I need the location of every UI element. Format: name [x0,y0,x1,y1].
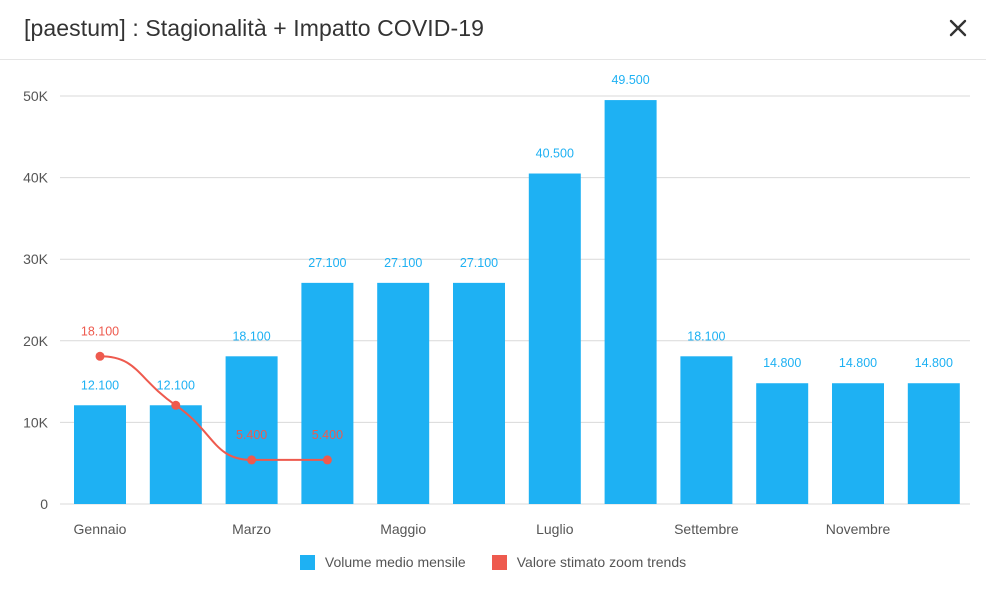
bar-marzo [225,356,278,504]
zoom-trends-point-gennaio [95,351,105,361]
zoom-trends-point-febbraio [171,400,181,410]
x-tick-label: Marzo [232,521,271,537]
x-tick-label: Luglio [536,521,574,537]
bar-luglio [528,173,581,504]
bar-agosto [604,100,657,504]
chart-area: 0 10K 20K 30K 40K 50K 12.100 12.100 18.100 27.100… [0,60,986,596]
bar-value-label: 18.100 [232,329,270,343]
zoom-trends-value-label: 18.100 [81,324,119,338]
bar-gennaio [74,405,126,504]
bar-settembre [680,356,733,504]
chart-legend: Volume medio mensile Valore stimato zoom… [0,551,986,573]
bar-dicembre [907,383,960,504]
bar-value-label: 12.100 [157,378,195,392]
seasonality-chart: 0 10K 20K 30K 40K 50K 12.100 12.100 18.100 27.100… [23,73,970,537]
y-tick-label: 30K [23,251,49,267]
zoom-trends-line [99,355,328,461]
bar-value-label: 12.100 [81,378,119,392]
y-tick-label: 0 [40,496,48,512]
zoom-trends-value-label: 5.400 [236,428,267,442]
legend-label-volume: Volume medio mensile [324,554,466,570]
x-tick-label: Novembre [826,521,891,537]
bar-value-label: 27.100 [460,256,498,270]
bar-maggio [377,282,430,504]
x-tick-label: Gennaio [74,521,127,537]
bar-aprile [301,282,354,504]
modal-header: [paestum] : Stagionalità + Impatto COVID… [0,0,986,60]
legend-label-zoom-trends: Valore stimato zoom trends [516,554,687,570]
legend-item-zoom-trends[interactable]: Valore stimato zoom trends [491,554,687,570]
legend-swatch-zoom-trends [491,554,507,570]
y-tick-label: 10K [23,414,49,430]
y-tick-label: 20K [23,333,49,349]
legend-item-volume[interactable]: Volume medio mensile [299,554,466,570]
y-tick-label: 40K [23,170,49,186]
x-tick-label: Maggio [380,521,426,537]
bar-ottobre [756,383,809,504]
bar-value-label: 14.800 [763,356,801,370]
modal-title: [paestum] : Stagionalità + Impatto COVID… [24,15,485,41]
bar-febbraio [149,405,202,504]
zoom-trends-point-marzo [247,455,257,465]
y-tick-label: 50K [23,88,49,104]
bar-value-label: 27.100 [308,256,346,270]
zoom-trends-value-label: 5.400 [312,428,343,442]
bar-novembre [832,383,884,504]
bar-value-label: 27.100 [384,256,422,270]
bar-value-label: 18.100 [687,329,725,343]
bar-value-label: 49.500 [611,73,649,87]
bar-giugno [453,282,505,504]
bar-value-label: 40.500 [536,147,574,161]
zoom-trends-point-aprile [322,455,332,465]
bar-value-label: 14.800 [915,356,953,370]
close-button[interactable] [944,14,972,42]
close-icon [949,19,967,37]
bar-value-label: 14.800 [839,356,877,370]
legend-swatch-volume [299,554,315,570]
x-tick-label: Settembre [674,521,739,537]
